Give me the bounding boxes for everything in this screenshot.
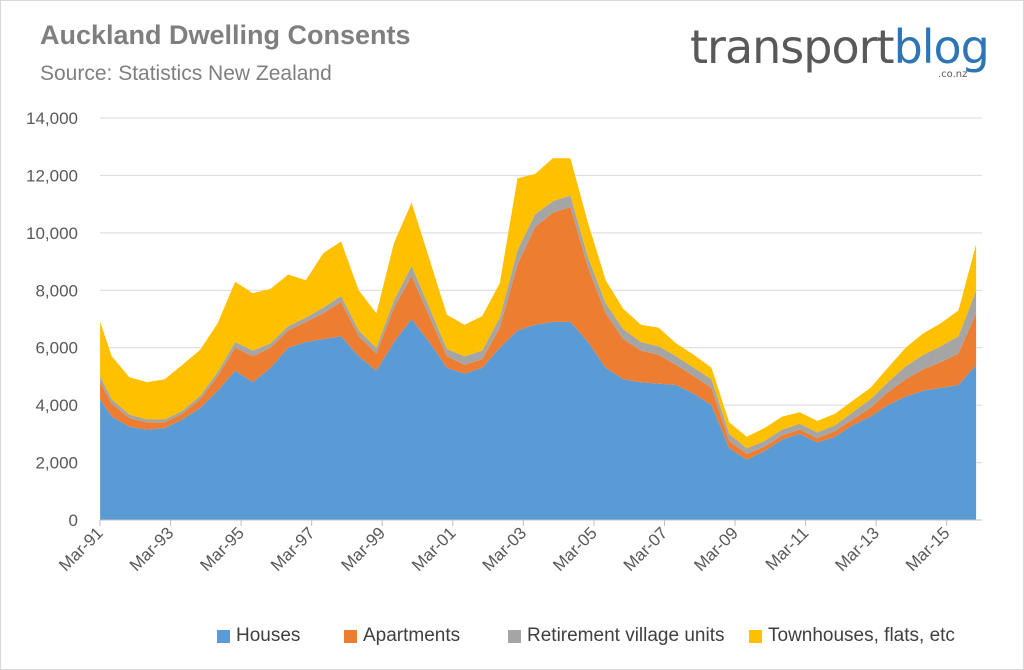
chart-title: Auckland Dwelling Consents [40, 20, 411, 50]
transportblog-logo: transportblog .co.nz [690, 20, 1000, 80]
chart-subtitle: Source: Statistics New Zealand [40, 62, 332, 85]
logo-part-transport: transport [690, 20, 895, 74]
legend-label-houses: Houses [236, 625, 301, 646]
legend-label-apartments: Apartments [363, 625, 461, 646]
y-tick-label: 4,000 [35, 396, 78, 415]
y-tick-label: 10,000 [26, 224, 78, 243]
x-tick-label: Mar-11 [762, 523, 813, 574]
legend-item-apartments: Apartments [344, 622, 460, 650]
area-series-townhouses [100, 158, 977, 449]
logo-part-blog: blog [893, 20, 990, 74]
x-tick-label: Mar-13 [831, 523, 883, 575]
x-tick-label: Mar-15 [902, 523, 954, 575]
area-series-group [100, 158, 977, 520]
x-tick-label: Mar-97 [267, 523, 319, 575]
legend-label-retirement: Retirement village units [527, 625, 725, 646]
x-tick-label: Mar-07 [620, 523, 672, 575]
x-tick-label: Mar-91 [55, 523, 107, 575]
legend-item-houses: Houses [217, 622, 300, 650]
y-tick-label: 12,000 [26, 166, 78, 185]
legend-swatch-apartments [344, 629, 357, 643]
x-tick-label: Mar-03 [479, 523, 531, 575]
axes [99, 519, 982, 526]
y-tick-label: 14,000 [26, 109, 78, 128]
y-tick-label: 2,000 [35, 454, 78, 473]
x-tick-label: Mar-99 [338, 523, 390, 575]
legend-swatch-retirement [508, 629, 521, 643]
logo-wordmark: transportblog [690, 20, 990, 74]
area-series-houses [100, 319, 977, 520]
y-tick-label: 8,000 [35, 281, 78, 300]
y-tick-labels: 0 2,000 4,000 6,000 8,000 10,000 12,000 14,000 [26, 109, 78, 530]
legend: Houses Apartments Retirement village uni… [0, 622, 1024, 650]
x-tick-label: Mar-05 [549, 523, 601, 575]
x-tick-labels: Mar-91 Mar-93 Mar-95 Mar-97 Mar-99 Mar-01 Mar-… [55, 523, 953, 575]
logo-domain-suffix: .co.nz [938, 69, 968, 80]
y-tick-label: 0 [69, 511, 78, 530]
legend-label-townhouses: Townhouses, flats, etc [768, 625, 955, 646]
x-tick-label: Mar-93 [126, 523, 178, 575]
area-series-apartments [100, 207, 977, 460]
legend-swatch-townhouses [749, 629, 762, 643]
legend-item-townhouses: Townhouses, flats, etc [749, 622, 955, 650]
x-tick-label: Mar-01 [408, 523, 460, 575]
x-tick-label: Mar-95 [196, 523, 248, 575]
y-tick-label: 6,000 [35, 339, 78, 358]
x-tick-label: Mar-09 [690, 523, 742, 575]
legend-item-retirement: Retirement village units [508, 622, 724, 650]
legend-swatch-houses [217, 629, 230, 643]
